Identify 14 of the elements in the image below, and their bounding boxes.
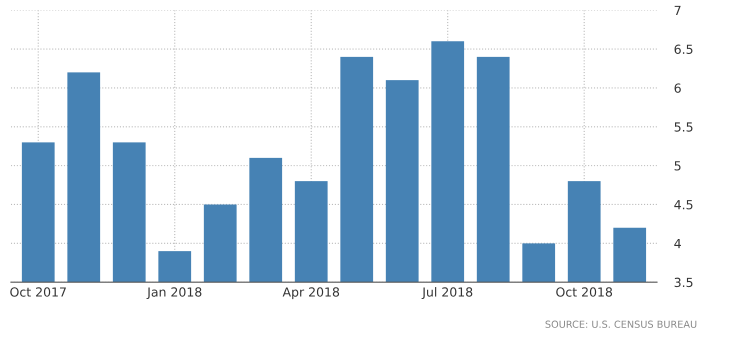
x-tick-label: Oct 2017 xyxy=(10,287,66,297)
x-tick-label: Jan 2018 xyxy=(146,287,202,300)
y-tick-label: 4 xyxy=(674,238,681,248)
y-tick-label: 7 xyxy=(674,6,681,15)
y-tick-label: 3.5 xyxy=(674,278,692,288)
y-tick-label: 5 xyxy=(674,161,681,171)
source-note: SOURCE: U.S. CENSUS BUREAU xyxy=(546,320,696,328)
y-tick-label: 4.5 xyxy=(674,200,692,210)
y-tick-label: 6 xyxy=(674,83,681,93)
x-tick-label: Oct 2018 xyxy=(556,287,612,297)
x-tick-label: Jul 2018 xyxy=(422,287,472,300)
x-tick-label: Apr 2018 xyxy=(282,287,340,300)
y-tick-label: 6.5 xyxy=(674,44,692,54)
y-tick-label: 5.5 xyxy=(674,122,692,132)
